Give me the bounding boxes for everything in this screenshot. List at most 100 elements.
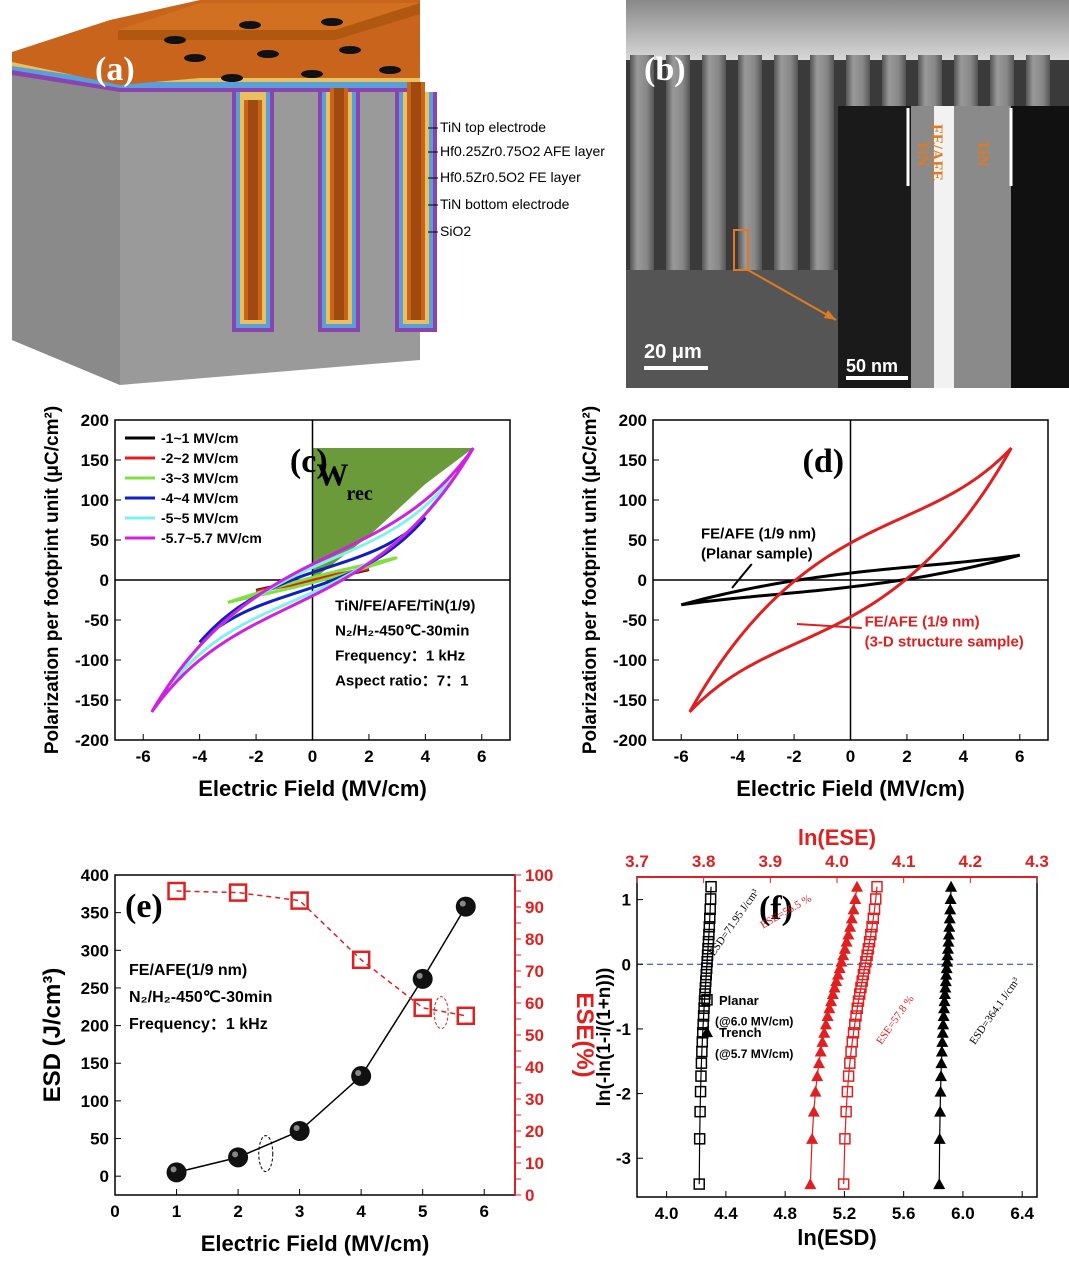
x-tick-label: -6: [136, 747, 151, 766]
weibull-point: [852, 995, 865, 1007]
weibull-point: [840, 935, 853, 947]
weibull-point: [934, 1085, 947, 1097]
y2-tick-label: 60: [525, 994, 544, 1013]
y-axis-label: ESD (J/cm³): [39, 968, 66, 1103]
chart-d: -6 -4 -2 0 2 4 6 -200 -150 -100 -50 0 50 100 150 200 Ele…: [580, 406, 1049, 801]
panel-e-label: (e): [125, 888, 163, 925]
y-tick-label: 300: [81, 941, 109, 960]
sem-pillar: [702, 55, 726, 277]
x-tick-label: 3: [295, 1202, 304, 1221]
x-tick-label: 4.8: [773, 1204, 797, 1223]
y2-tick-label: 40: [525, 1058, 544, 1077]
x2-tick-label: 4.1: [892, 852, 916, 871]
condition-text: Frequency：1 kHz: [129, 1016, 268, 1033]
ese-point: [228, 883, 248, 902]
electrode-holes: [164, 18, 401, 82]
x-tick-label: 4: [421, 747, 431, 766]
weibull-point: [841, 1085, 854, 1098]
sem-pillar: [738, 55, 762, 277]
weibull-point: [862, 943, 875, 955]
weibull-point: [935, 1045, 948, 1057]
weibull-point: [867, 912, 880, 925]
weibull-point: [697, 1018, 709, 1031]
weibull-point: [819, 1018, 832, 1030]
weibull-point: [942, 942, 955, 954]
x-axis-label: Electric Field (MV/cm): [736, 776, 965, 801]
weibull-point: [847, 903, 860, 915]
wrec-label: W: [317, 457, 349, 493]
weibull-point: [698, 1002, 710, 1014]
weibull-point: [697, 1010, 710, 1022]
panel-f: 4.0 4.4 4.8 5.2 5.6 6.0 6.4 3.7 3.8 3.9 4.0 4.1 4.2 4…: [590, 820, 1069, 1263]
legend-label: -4~4 MV/cm: [161, 490, 238, 506]
y-tick-label: 250: [81, 979, 109, 998]
chart-f: 4.0 4.4 4.8 5.2 5.6 6.0 6.4 3.7 3.8 3.9 4.0 4.1 4.2 4…: [594, 825, 1049, 1250]
planar-annotation: (Planar sample): [701, 545, 813, 562]
y-tick-label: 0: [100, 571, 109, 590]
x-tick-label: 5: [418, 1202, 427, 1221]
fit-line-3: [843, 886, 878, 1185]
weibull-point: [704, 912, 716, 925]
weibull-point: [865, 928, 877, 941]
weibull-point: [844, 1057, 856, 1069]
ese-point: [413, 998, 432, 1018]
y-tick-label: 100: [81, 1092, 109, 1111]
weibull-point: [938, 1002, 951, 1014]
y2-tick-label: 50: [525, 1026, 544, 1045]
panel-a-label: (a): [95, 51, 135, 88]
planar-arrow: [731, 563, 753, 589]
x-tick-label: 4: [356, 1202, 366, 1221]
legend-triangle: [701, 1026, 713, 1038]
y-tick-label: -150: [75, 691, 109, 710]
x-tick-label: 4.4: [714, 1204, 738, 1223]
x-tick-label: -4: [730, 747, 746, 766]
esd-point: [351, 1066, 372, 1087]
y-tick-label: -3: [616, 1149, 631, 1168]
y-tick-label: -2: [616, 1085, 631, 1104]
x-tick-label: 6.0: [951, 1204, 975, 1223]
sem-pillar: [810, 55, 834, 277]
weibull-point: [837, 1178, 850, 1190]
panel-d-label: (d): [803, 443, 845, 480]
x-tick-label: 2: [364, 747, 373, 766]
y-tick-label: 200: [81, 1017, 109, 1036]
trench-annotation: (3-D structure sample): [865, 633, 1024, 650]
weibull-point: [935, 1057, 948, 1069]
chart-e-plot-frame: [114, 874, 516, 1196]
weibull-point: [944, 892, 957, 904]
weibull-point: [933, 1178, 946, 1190]
weibull-point: [942, 928, 955, 940]
weibull-point: [693, 1178, 705, 1190]
weibull-point: [838, 942, 851, 954]
zoom-box: [733, 229, 749, 271]
weibull-point: [936, 1026, 949, 1038]
weibull-point: [943, 920, 956, 932]
esd-point: [166, 1162, 187, 1183]
y-axis-label: ln(-ln(1-i/(1+n))): [594, 968, 615, 1107]
weibull-point: [870, 893, 882, 905]
weibull-point: [704, 893, 717, 905]
weibull-point: [825, 995, 838, 1007]
panel-b-label: (b): [644, 51, 686, 88]
x2-tick-label: 4.0: [825, 852, 849, 871]
weibull-point: [842, 1070, 855, 1082]
y2-tick-label: 90: [525, 898, 544, 917]
esd-line: [176, 906, 467, 1174]
sem-pillar: [630, 55, 654, 277]
weibull-point: [846, 1036, 859, 1048]
weibull-point: [695, 1057, 708, 1069]
weibull-point: [845, 912, 858, 924]
series-line-2: [227, 556, 398, 604]
x2-axis-label: ln(ESE): [798, 825, 876, 850]
esd-point-highlight: [170, 1166, 177, 1173]
weibull-point: [809, 1085, 822, 1097]
weibull-point: [860, 955, 872, 968]
ese-point: [456, 1006, 476, 1026]
weibull-point: [941, 955, 954, 967]
panel-b: TiN FE/AFE TiN (b) 20 μm 50 nm: [626, 0, 1069, 388]
legend-trench-sub: (@5.7 MV/cm): [715, 1047, 793, 1061]
fit-line-0: [698, 886, 712, 1185]
wrec-area: [312, 448, 474, 580]
x-tick-label: 0: [846, 747, 855, 766]
